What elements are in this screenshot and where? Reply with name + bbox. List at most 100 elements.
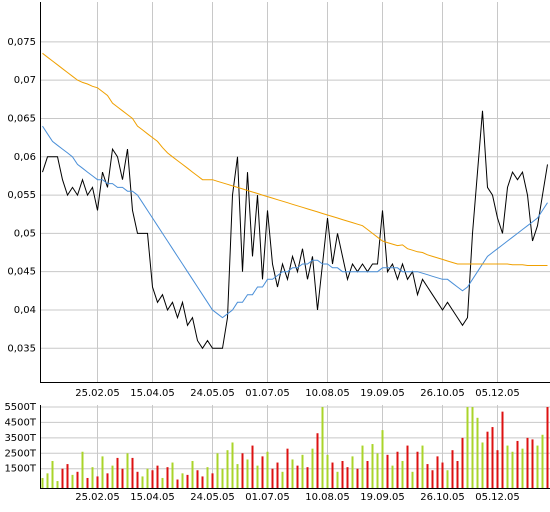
- volume-bar: [96, 476, 99, 488]
- x-tick-label: 01.07.05: [245, 388, 290, 399]
- volume-bar: [306, 467, 309, 488]
- volume-bar: [406, 445, 409, 488]
- volume-bar: [91, 467, 94, 488]
- volume-bar: [341, 461, 344, 488]
- volume-bar: [181, 473, 184, 488]
- volume-bar: [441, 462, 444, 488]
- y-tick-label: 0,045: [7, 267, 36, 278]
- volume-bar: [416, 451, 419, 488]
- volume-bar: [256, 465, 259, 488]
- y-tick-label: 0,07: [14, 75, 36, 86]
- volume-bar: [536, 445, 539, 488]
- x-tick-label: 19.09.05: [360, 492, 405, 503]
- volume-bar: [396, 451, 399, 488]
- price-line: [42, 125, 548, 319]
- volume-bar: [511, 451, 514, 488]
- volume-bar: [351, 456, 354, 488]
- x-tick-label: 24.05.05: [190, 492, 235, 503]
- volume-bar: [311, 448, 314, 488]
- volume-bar: [391, 465, 394, 488]
- volume-bar: [331, 462, 334, 488]
- volume-bar: [286, 448, 289, 488]
- volume-bar: [246, 459, 249, 488]
- x-tick-label: 10.08.05: [305, 492, 350, 503]
- x-tick-label: 25.02.05: [75, 492, 120, 503]
- x-tick-label: 26.10.05: [420, 492, 465, 503]
- y-tick-label: 3500T: [4, 433, 36, 444]
- y-tick-label: 0,05: [14, 228, 36, 239]
- volume-bar: [266, 451, 269, 488]
- volume-bar: [61, 468, 64, 488]
- volume-bar: [301, 454, 304, 488]
- volume-bar: [436, 456, 439, 488]
- volume-bar: [186, 474, 189, 488]
- x-tick-label: 10.08.05: [305, 388, 350, 399]
- x-tick-label: 01.07.05: [245, 492, 290, 503]
- x-tick-label: 05.12.05: [475, 492, 520, 503]
- price-line: [42, 52, 548, 266]
- volume-bar: [161, 477, 164, 488]
- volume-bar: [261, 456, 264, 488]
- x-tick-label: 15.04.05: [130, 388, 175, 399]
- volume-bar: [401, 461, 404, 488]
- volume-bar: [136, 471, 139, 488]
- volume-bar: [356, 468, 359, 488]
- y-tick-label: 0,065: [7, 113, 36, 124]
- volume-bar: [496, 450, 499, 488]
- volume-bar: [316, 433, 319, 488]
- volume-bar: [531, 439, 534, 488]
- volume-bar: [231, 442, 234, 488]
- volume-bar: [506, 445, 509, 488]
- volume-bar: [101, 456, 104, 488]
- volume-bar: [481, 442, 484, 488]
- volume-bar: [281, 471, 284, 488]
- volume-bar: [166, 467, 169, 488]
- volume-bar: [411, 471, 414, 488]
- volume-bar: [236, 464, 239, 488]
- volume-bar: [466, 407, 469, 488]
- volume-bar: [146, 468, 149, 488]
- volume-bar: [206, 467, 209, 488]
- volume-bar: [456, 461, 459, 488]
- volume-bar: [131, 457, 134, 488]
- y-tick-label: 0,075: [7, 37, 36, 48]
- volume-bar: [426, 464, 429, 488]
- volume-bar: [211, 473, 214, 488]
- volume-bar: [251, 445, 254, 488]
- volume-bar: [216, 453, 219, 488]
- volume-bar: [346, 467, 349, 488]
- y-tick-label: 2500T: [4, 448, 36, 459]
- volume-bar: [516, 440, 519, 488]
- volume-bar: [336, 471, 339, 488]
- volume-bar: [121, 468, 124, 488]
- volume-bar: [381, 430, 384, 488]
- volume-bar: [486, 431, 489, 488]
- volume-bar: [201, 476, 204, 488]
- volume-bar: [126, 453, 129, 488]
- x-tick-label: 25.02.05: [75, 388, 120, 399]
- volume-bar: [546, 407, 549, 488]
- volume-bar: [176, 479, 179, 488]
- volume-bar: [51, 461, 54, 488]
- volume-bar: [191, 461, 194, 488]
- y-tick-label: 0,035: [7, 343, 36, 354]
- volume-bar: [276, 462, 279, 488]
- volume-bar: [526, 437, 529, 488]
- y-tick-label: 5500T: [4, 402, 36, 413]
- volume-bar: [386, 454, 389, 488]
- y-tick-label: 1500T: [4, 464, 36, 475]
- volume-bar: [41, 477, 44, 488]
- volume-bar: [461, 437, 464, 488]
- volume-bar: [446, 470, 449, 488]
- volume-bar: [541, 434, 544, 488]
- volume-bar: [241, 453, 244, 488]
- volume-bar: [151, 470, 154, 488]
- volume-bar: [221, 468, 224, 488]
- volume-bar: [116, 457, 119, 488]
- volume-bar: [291, 459, 294, 488]
- volume-bar: [156, 465, 159, 488]
- volume-bar: [86, 477, 89, 488]
- volume-bar: [501, 411, 504, 488]
- volume-bar: [296, 465, 299, 488]
